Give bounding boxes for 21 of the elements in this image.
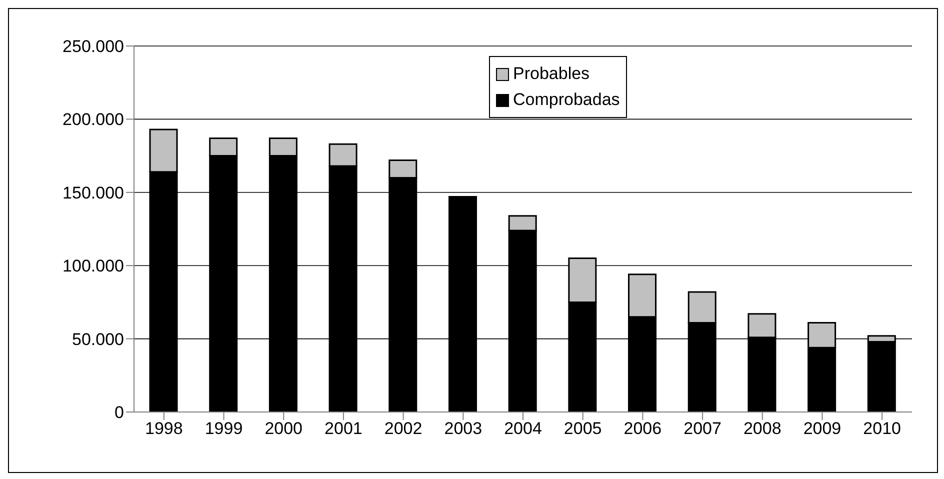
- x-tick-label: 2006: [624, 419, 662, 438]
- y-tick-label: 0: [114, 403, 124, 422]
- x-tick-label: 2010: [863, 419, 901, 438]
- x-tick-label: 2003: [444, 419, 482, 438]
- x-tick-label: 1998: [145, 419, 183, 438]
- y-tick-label: 200.000: [62, 110, 124, 130]
- legend-label: Comprobadas: [512, 89, 620, 111]
- y-tick-label: 100.000: [62, 256, 124, 276]
- x-tick-label: 2009: [803, 419, 842, 438]
- x-tick-label: 2002: [384, 419, 422, 438]
- legend-label: Probables: [512, 63, 591, 85]
- x-tick-label: 2007: [684, 419, 722, 438]
- y-tick-label: 50.000: [72, 330, 124, 349]
- x-tick-label: 2000: [264, 419, 303, 438]
- x-tick-label: 2005: [564, 419, 602, 438]
- x-tick-label: 2008: [743, 419, 782, 438]
- x-tick-label: 1999: [204, 419, 243, 438]
- x-tick-label: 2004: [504, 419, 542, 438]
- y-tick-label: 250.000: [62, 37, 124, 56]
- x-tick-label: 2001: [324, 419, 362, 438]
- y-tick-label: 150.000: [62, 183, 124, 202]
